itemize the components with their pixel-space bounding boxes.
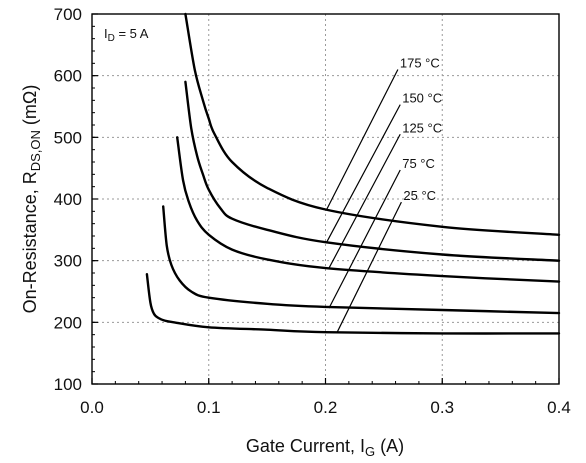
x-axis-label: Gate Current, IG (A): [246, 436, 404, 459]
series-leader-line: [328, 133, 401, 269]
series-leader-lines: [326, 69, 402, 333]
series-leader-line: [328, 169, 401, 309]
y-tick-label: 700: [54, 5, 82, 24]
y-axis-label: On-Resistance, RDS,ON (mΩ): [20, 85, 43, 314]
series-label: 75 °C: [402, 156, 435, 171]
x-tick-label: 0.2: [314, 398, 338, 417]
y-tick-label: 100: [54, 375, 82, 394]
series-label: 125 °C: [402, 120, 442, 135]
series-curves: [145, 12, 561, 335]
x-tick-label: 0.4: [547, 398, 571, 417]
series-curve: [162, 205, 561, 315]
series-curve: [176, 136, 561, 283]
x-tick-label: 0.3: [430, 398, 454, 417]
series-curve: [184, 12, 561, 236]
series-leader-line: [336, 201, 402, 333]
y-tick-label: 600: [54, 67, 82, 86]
x-tick-label: 0.0: [80, 398, 104, 417]
y-axis-ticks: 100 200 300 400 500 600 700: [54, 5, 98, 394]
series-curve: [145, 273, 561, 335]
grid-lines: [92, 14, 559, 384]
y-tick-label: 500: [54, 128, 82, 147]
series-label: 175 °C: [400, 56, 440, 71]
y-tick-label: 300: [54, 252, 82, 271]
series-labels: 175 °C 150 °C 125 °C 75 °C 25 °C: [400, 56, 442, 204]
y-tick-label: 200: [54, 313, 82, 332]
series-label: 25 °C: [403, 188, 436, 203]
series-label: 150 °C: [402, 91, 442, 106]
series-leader-line: [326, 69, 399, 210]
y-tick-label: 400: [54, 190, 82, 209]
series-leader-line: [326, 104, 401, 243]
x-tick-label: 0.1: [197, 398, 221, 417]
annotation-id: ID = 5 A: [104, 26, 149, 44]
series-curve: [184, 80, 561, 262]
